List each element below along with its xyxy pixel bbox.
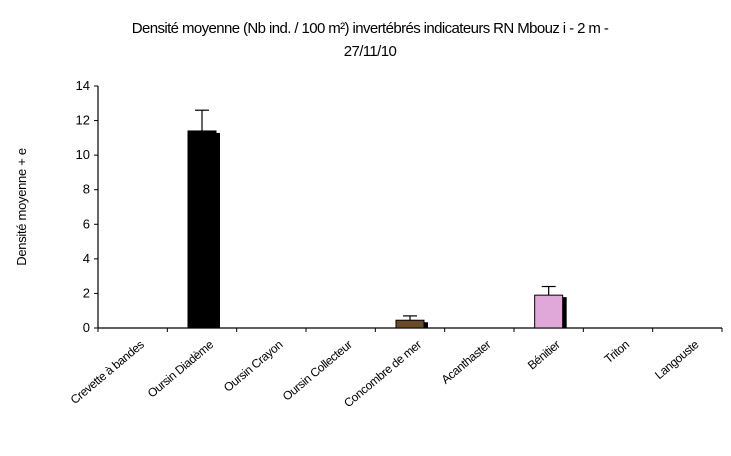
y-tick-label: 10 (76, 147, 90, 162)
x-category-label: Langouste (652, 337, 702, 382)
y-tick-label: 0 (83, 320, 90, 335)
chart-title-line-2: 27/11/10 (343, 43, 397, 60)
x-category-label: Bénitier (525, 337, 563, 372)
y-tick-label: 12 (76, 113, 90, 128)
x-category-label: Oursin Collecteur (280, 337, 355, 403)
chart-title-line-1: Densité moyenne (Nb ind. / 100 m²) inver… (131, 20, 609, 37)
x-category-label: Acanthaster (439, 337, 494, 386)
bar (187, 130, 217, 329)
y-tick-label: 2 (83, 285, 90, 300)
y-axis-label: Densité moyenne + e (14, 148, 29, 266)
y-tick-label: 8 (83, 182, 90, 197)
y-tick-label: 4 (83, 251, 90, 266)
x-category-label: Oursin Crayon (221, 338, 285, 395)
y-tick-label: 14 (76, 78, 90, 93)
x-category-label: Crevette à bandes (68, 337, 147, 407)
bar (395, 319, 425, 329)
x-category-label: Triton (602, 338, 632, 367)
y-tick-label: 6 (83, 216, 90, 231)
x-category-label: Oursin Diadème (145, 337, 217, 400)
bar (534, 294, 564, 329)
